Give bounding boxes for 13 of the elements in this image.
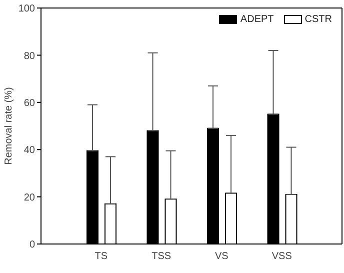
y-tick-label: 80 [24,50,36,62]
y-axis-title: Removal rate (%) [4,87,15,165]
x-tick-label: VSS [272,251,292,262]
y-tick-label: 60 [24,98,36,109]
x-tick-label: TSS [152,251,172,262]
y-tick-label: 20 [24,192,36,204]
legend-label: CSTR [304,14,332,25]
y-tick-label: 0 [29,240,36,251]
x-tick-label: VS [214,251,229,262]
y-tick-label: 40 [24,145,36,156]
y-tick-label: 100 [18,4,36,15]
x-tick-label: TS [94,251,108,262]
legend-label: ADEPT [240,14,274,25]
